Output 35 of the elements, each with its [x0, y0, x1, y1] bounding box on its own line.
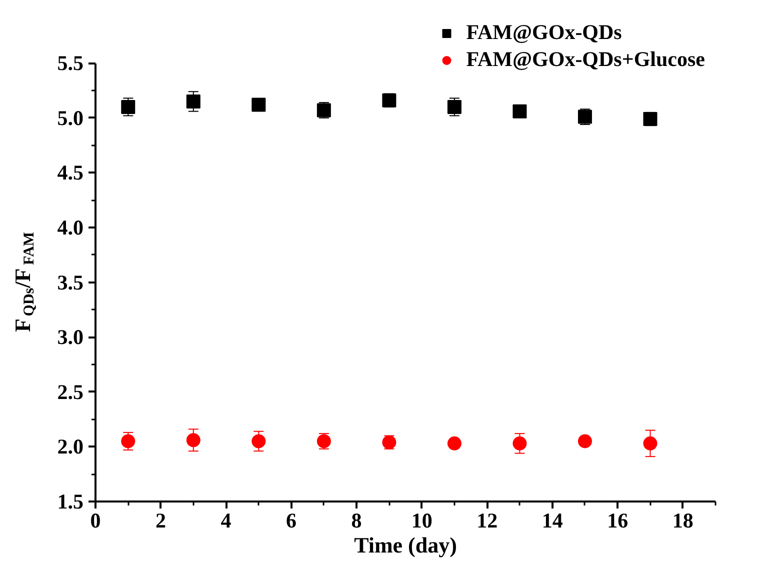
y-tick-label: 3.5: [57, 270, 84, 294]
y-tick-label: 5.0: [57, 106, 84, 130]
point: [578, 434, 592, 448]
y-tick-label: 5.5: [57, 51, 84, 76]
y-axis-title: FQDs/FFAM: [10, 232, 38, 332]
x-tick-label: 4: [220, 508, 232, 532]
x-tick-label: 10: [411, 508, 432, 532]
x-tick-label: 14: [542, 508, 564, 532]
legend-label: FAM@GOx-QDs: [466, 20, 622, 45]
point: [186, 94, 200, 108]
point: [121, 434, 136, 448]
x-tick-label: 12: [476, 508, 498, 532]
point: [643, 436, 658, 450]
point: [252, 434, 266, 448]
x-tick-label: 2: [156, 508, 166, 532]
point: [252, 98, 266, 112]
x-tick-label: 0: [90, 508, 101, 532]
x-axis-title: Time (day): [354, 532, 457, 558]
point: [186, 433, 200, 448]
legend-label: FAM@GOx-QDs+Glucose: [466, 47, 705, 72]
y-tick-label: 1.5: [57, 490, 84, 514]
y-tick-label: 3.0: [57, 325, 84, 350]
y-tick-label: 4.0: [57, 216, 84, 240]
x-tick-label: 18: [672, 508, 694, 532]
y-tick-label: 2.5: [57, 380, 84, 404]
x-tick-label: 6: [286, 508, 297, 532]
point: [512, 436, 527, 450]
point: [512, 104, 527, 118]
point: [447, 100, 462, 114]
x-tick-label: 16: [607, 508, 628, 532]
point: [121, 100, 136, 114]
x-tick-label: 8: [351, 508, 362, 532]
y-tick-label: 4.5: [57, 160, 84, 185]
point: [447, 436, 462, 450]
y-tick-label: 2.0: [57, 434, 84, 459]
